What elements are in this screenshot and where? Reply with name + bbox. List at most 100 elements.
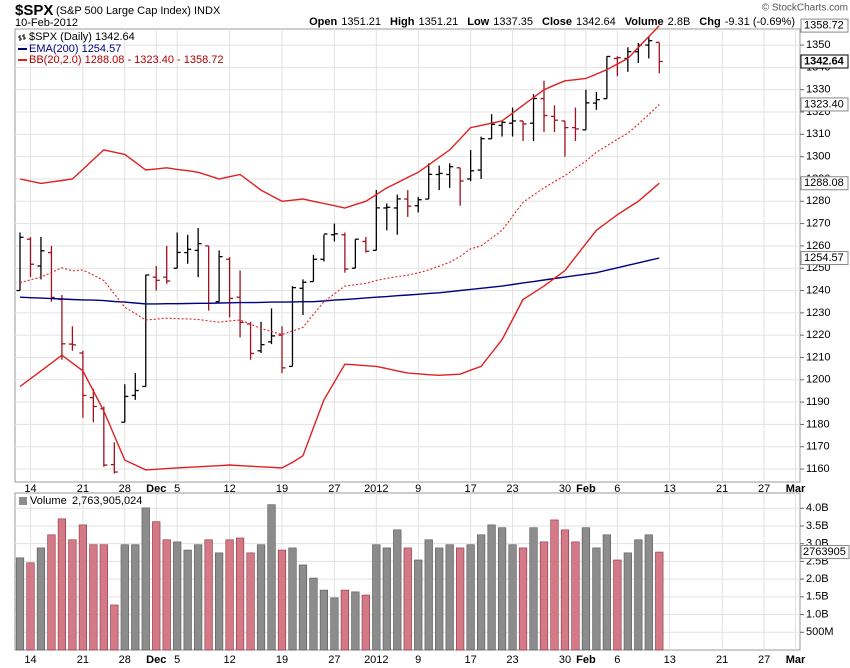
x-tick-label: 27 <box>328 654 340 666</box>
volume-bar <box>581 527 591 651</box>
volume-bar <box>68 539 77 651</box>
x-tick-label: 14 <box>24 654 36 666</box>
marks <box>15 25 664 651</box>
x-tick-label: 9 <box>415 483 421 495</box>
volume-bar <box>26 562 35 651</box>
quote-value: 2.8B <box>668 16 691 28</box>
volume-bar <box>194 544 203 651</box>
price-tag-box <box>800 54 849 69</box>
quote: Open 1351.21 High 1351.21 Low 1337.35 Close 134… <box>309 16 795 28</box>
x-tick-label: 19 <box>276 654 288 666</box>
volume-bar <box>414 559 423 651</box>
date: 10-Feb-2012 <box>15 17 78 29</box>
y-tick-label: 1250 <box>806 262 830 274</box>
volume-bar <box>330 597 339 651</box>
volume-tag: 2763905 <box>803 546 846 558</box>
y-tick-label: 1170 <box>806 441 830 453</box>
x-tick-label: 27 <box>758 654 770 666</box>
y-tick-label: 1260 <box>806 240 830 252</box>
volume-bar <box>529 527 538 651</box>
volume-bar <box>141 507 150 651</box>
price-tag: 1358.72 <box>804 20 844 32</box>
price-panel <box>14 28 801 483</box>
volume-bar <box>288 547 297 651</box>
volume-bar <box>246 552 255 651</box>
chart-subtitle: (S&P 500 Large Cap Index) INDX <box>56 5 221 17</box>
volume-bar <box>131 544 140 651</box>
x-tick-label: 2012 <box>364 483 388 495</box>
price-tag: 1323.40 <box>804 98 844 110</box>
x-tick-label: 14 <box>24 483 36 495</box>
price-tag: 1342.64 <box>804 55 845 67</box>
y-tick-label: 4.0B <box>806 502 829 514</box>
volume-bar <box>508 544 517 651</box>
y-tick-label: 1350 <box>806 39 830 51</box>
volume-bar <box>319 589 329 651</box>
x-tick-label: Dec <box>146 483 166 495</box>
x-tick-label: 17 <box>465 483 477 495</box>
volume-bar <box>36 547 46 651</box>
quote-value: -9.31 (-0.69%) <box>725 16 795 28</box>
volume-bar <box>256 544 266 651</box>
y-tick-label: 1300 <box>806 151 830 163</box>
quote-label: High <box>390 16 415 28</box>
volume-bar <box>47 534 56 651</box>
volume-bar <box>89 544 98 651</box>
volume-bar <box>372 544 381 651</box>
x-tick-label: 17 <box>465 654 477 666</box>
volume-bar <box>424 539 433 651</box>
volume-bar <box>518 547 528 651</box>
legend-volume-value: 2,763,905,024 <box>72 495 142 507</box>
credit: © StockCharts.com <box>762 3 848 14</box>
volume-bar <box>110 604 119 651</box>
quote-value: 1351.21 <box>418 16 458 28</box>
legend-bb: BB(20,2.0) 1288.08 - 1323.40 - 1358.72 <box>29 54 223 66</box>
y-tick-label: 1160 <box>806 463 830 475</box>
volume-bar <box>120 544 129 651</box>
quote-value: 1342.64 <box>576 16 616 28</box>
x-tick-label: 12 <box>223 483 235 495</box>
volume-bar <box>267 504 276 651</box>
volume-bar <box>309 577 318 651</box>
y-tick-label: 1.0B <box>806 608 829 620</box>
y-tick-label: 1210 <box>806 351 830 363</box>
y-tick-label: 500M <box>806 626 834 638</box>
volume-bar <box>173 541 182 651</box>
y-tick-label: 2.0B <box>806 573 829 585</box>
quote-label: Close <box>542 16 572 28</box>
volume-bar <box>497 527 507 651</box>
volume-bar <box>162 539 171 651</box>
quote-label: Chg <box>699 16 720 28</box>
volume-bar <box>571 541 580 651</box>
quote-label: Open <box>309 16 337 28</box>
y-tick-label: 1230 <box>806 307 830 319</box>
price-tag-box <box>800 97 849 112</box>
legend-ema: EMA(200) 1254.57 <box>29 43 121 55</box>
volume-bar <box>487 524 496 651</box>
y-tick-label: 1200 <box>806 374 830 386</box>
x-tick-label: 19 <box>276 483 288 495</box>
volume-bar <box>152 521 161 651</box>
price-tag: 1288.08 <box>804 177 844 189</box>
x-tick-label: 28 <box>119 654 131 666</box>
legend-icon <box>19 497 27 505</box>
volume-bar <box>78 524 87 651</box>
x-tick-label: 30 <box>559 483 571 495</box>
x-tick-label: Mar <box>786 654 806 666</box>
x-tick-label: 5 <box>174 483 180 495</box>
volume-bar <box>644 534 653 651</box>
x-tick-label: Mar <box>786 483 806 495</box>
line <box>19 25 660 209</box>
volume-bar <box>655 551 664 651</box>
volume-bar <box>634 539 643 651</box>
volume-tag-box <box>800 545 850 560</box>
quote-value: 1351.21 <box>341 16 381 28</box>
volume-bar <box>602 534 611 651</box>
x-tick-label: 9 <box>415 654 421 666</box>
price-tag: 1254.57 <box>804 252 844 264</box>
x-tick-label: 6 <box>614 654 620 666</box>
volume-bar <box>277 549 287 651</box>
volume-bar <box>183 549 192 651</box>
